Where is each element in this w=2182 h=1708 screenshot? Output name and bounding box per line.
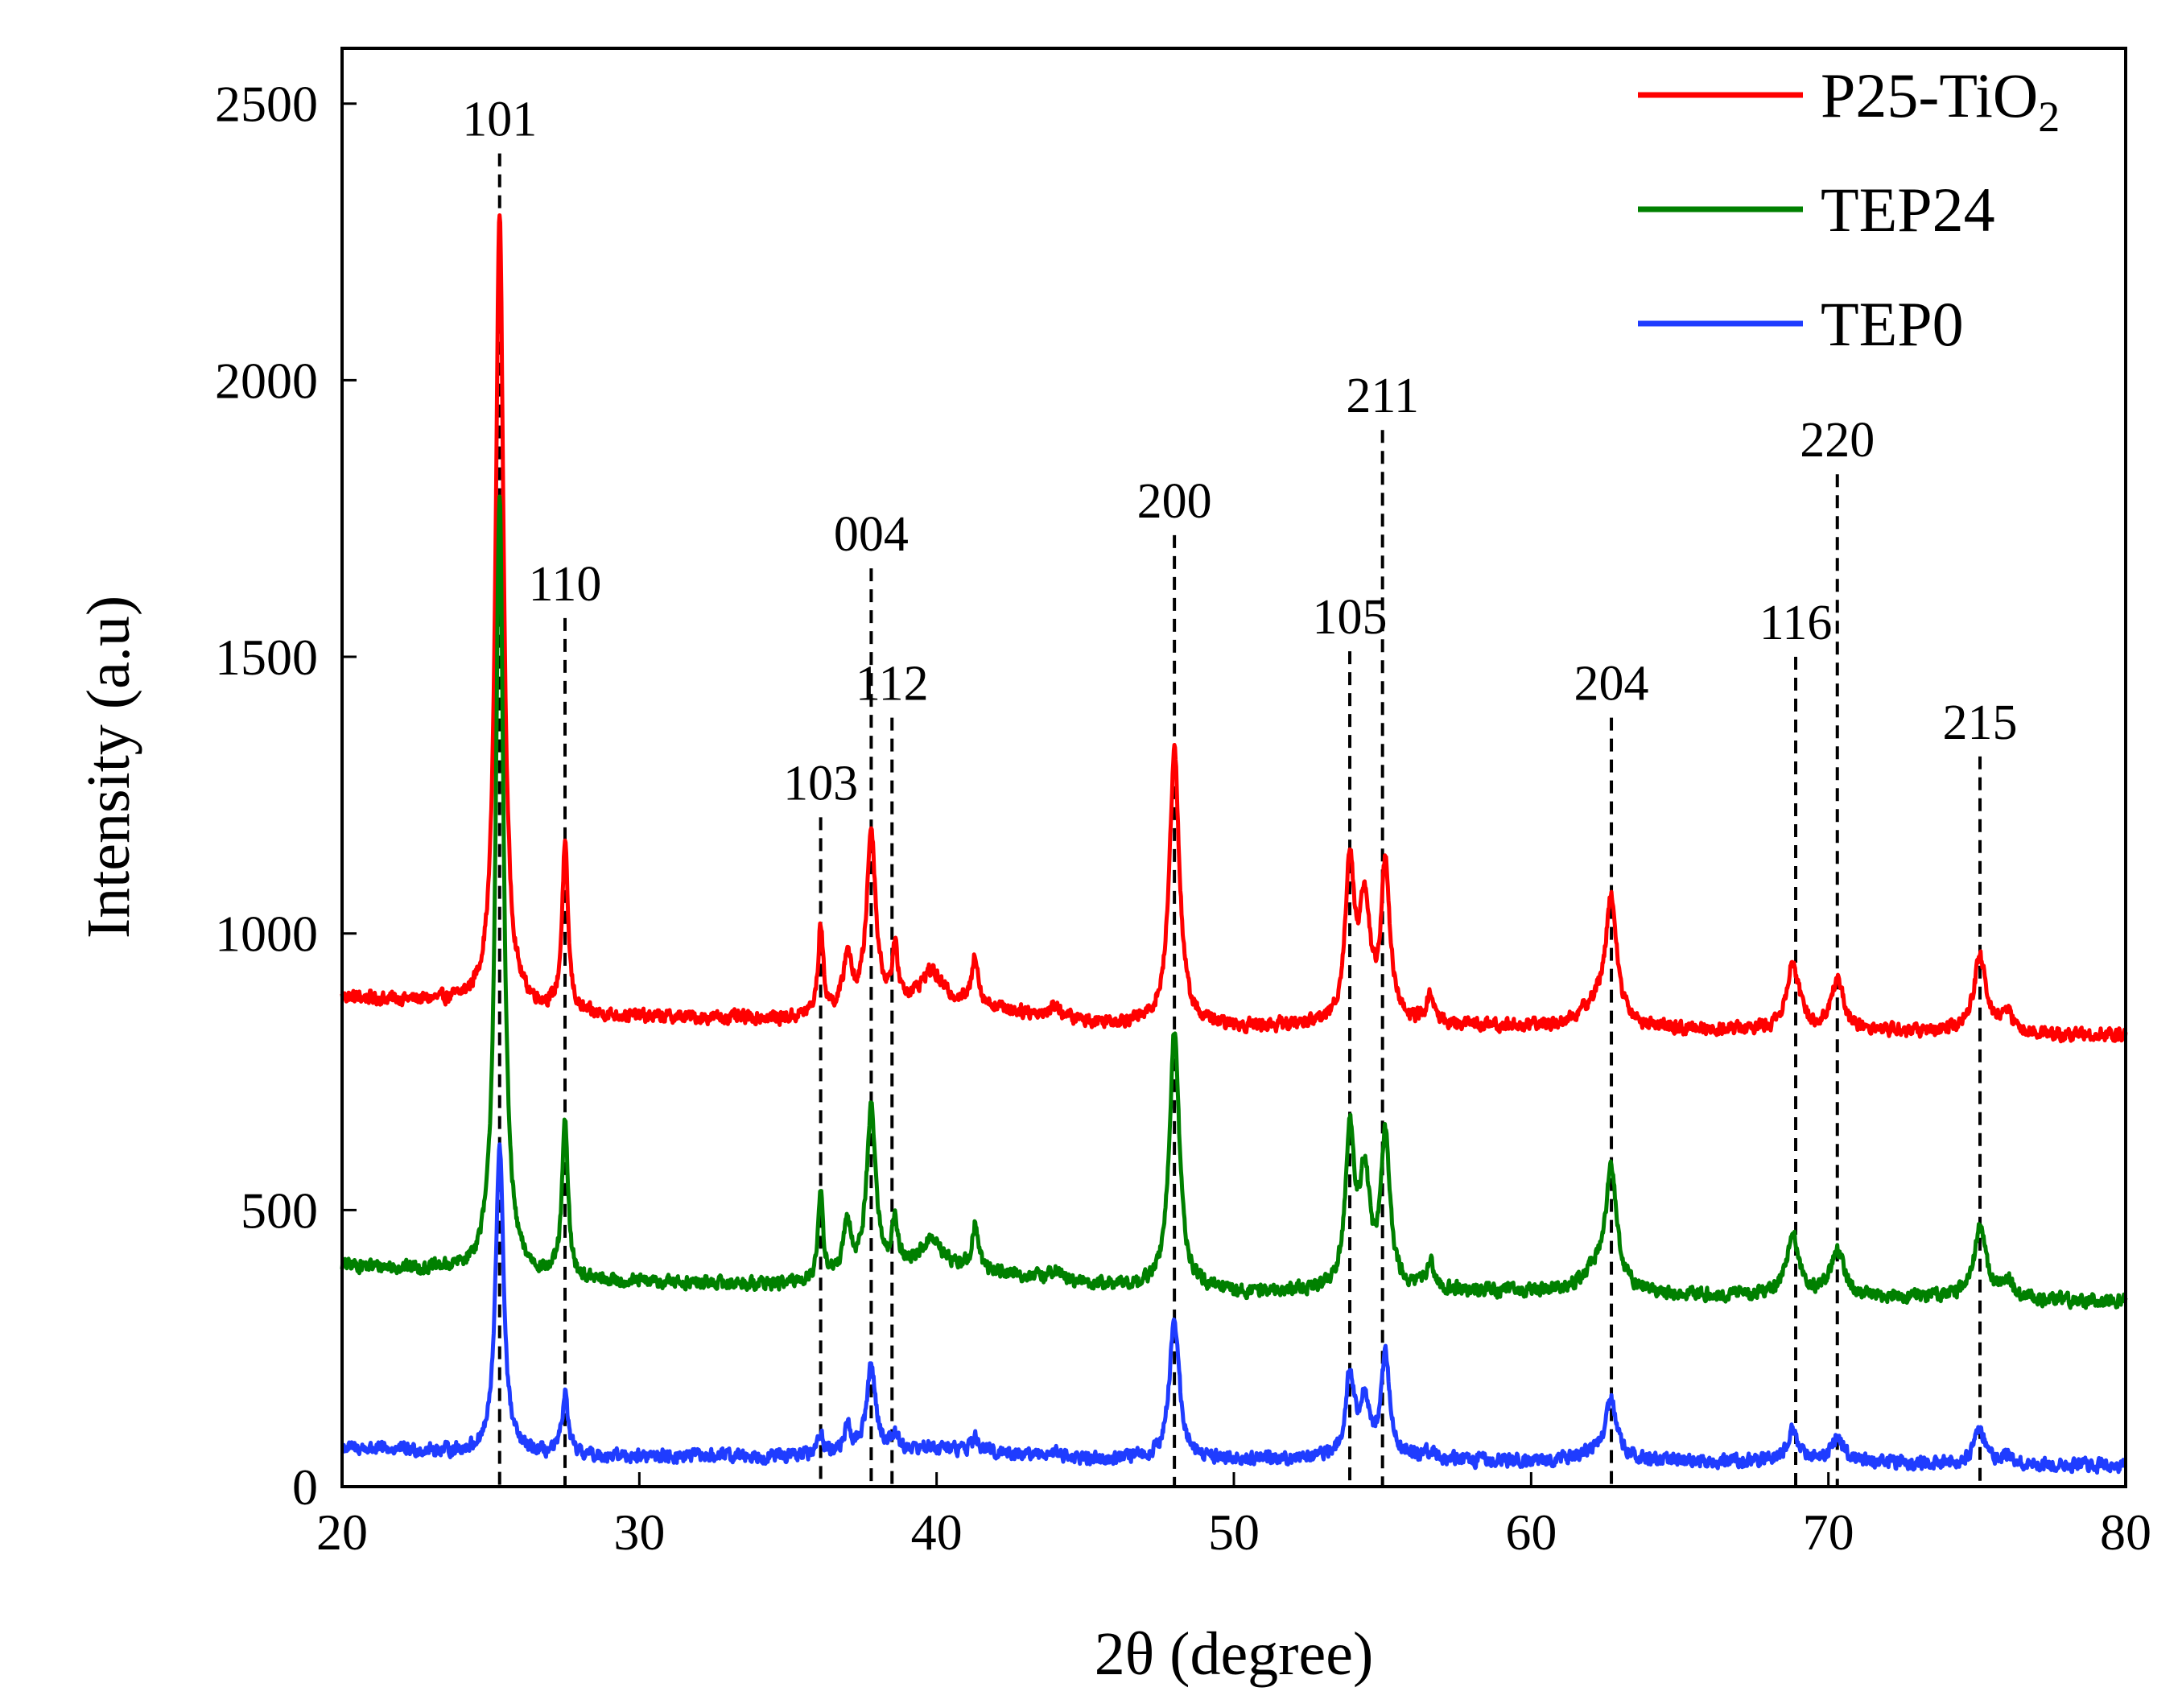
peak-label-004: 004 xyxy=(834,507,909,562)
peak-label-211: 211 xyxy=(1346,369,1419,423)
peak-label-116: 116 xyxy=(1759,596,1833,650)
peak-label-105: 105 xyxy=(1313,590,1388,645)
peak-label-103: 103 xyxy=(783,756,858,811)
legend: P25-TiO2 TEP24 TEP0 xyxy=(1638,60,2060,359)
series-group xyxy=(340,213,2128,1475)
y-tick-label: 2000 xyxy=(215,352,318,409)
peak-label-215: 215 xyxy=(1943,695,2018,750)
legend-label-tep24: TEP24 xyxy=(1821,175,1995,245)
legend-label-p25-tio2: P25-TiO2 xyxy=(1821,60,2060,141)
legend-subscript: 2 xyxy=(2038,93,2060,141)
series-line-tep24 xyxy=(340,494,2128,1310)
peak-label-200: 200 xyxy=(1137,474,1212,529)
peak-label-220: 220 xyxy=(1800,413,1875,468)
x-axis-title: 2θ (degree) xyxy=(1095,1620,1374,1688)
peak-label-204: 204 xyxy=(1574,657,1649,712)
x-tick-label: 60 xyxy=(1505,1504,1557,1561)
y-axis-ticks: 0 500 1000 1500 2000 2500 xyxy=(215,76,357,1516)
y-tick-label: 1000 xyxy=(215,906,318,963)
series-line-tep0 xyxy=(340,1142,2128,1475)
y-tick-label: 1500 xyxy=(215,629,318,686)
x-tick-label: 40 xyxy=(911,1504,963,1561)
y-tick-label: 500 xyxy=(241,1182,318,1239)
peak-label-112: 112 xyxy=(856,657,929,712)
legend-label-tep0: TEP0 xyxy=(1821,289,1964,359)
y-tick-label: 0 xyxy=(292,1458,318,1516)
peak-label-101: 101 xyxy=(462,93,537,147)
y-tick-label: 2500 xyxy=(215,76,318,133)
x-tick-label: 80 xyxy=(2100,1504,2151,1561)
x-axis-ticks: 20 30 40 50 60 70 80 xyxy=(316,1472,2151,1561)
y-axis-title: Intensity (a.u) xyxy=(75,596,142,939)
x-tick-label: 70 xyxy=(1803,1504,1854,1561)
peak-label-110: 110 xyxy=(529,557,602,612)
x-tick-label: 30 xyxy=(613,1504,665,1561)
x-tick-label: 20 xyxy=(316,1504,368,1561)
series-line-p25-tio2 xyxy=(340,213,2128,1044)
x-tick-label: 50 xyxy=(1208,1504,1260,1561)
